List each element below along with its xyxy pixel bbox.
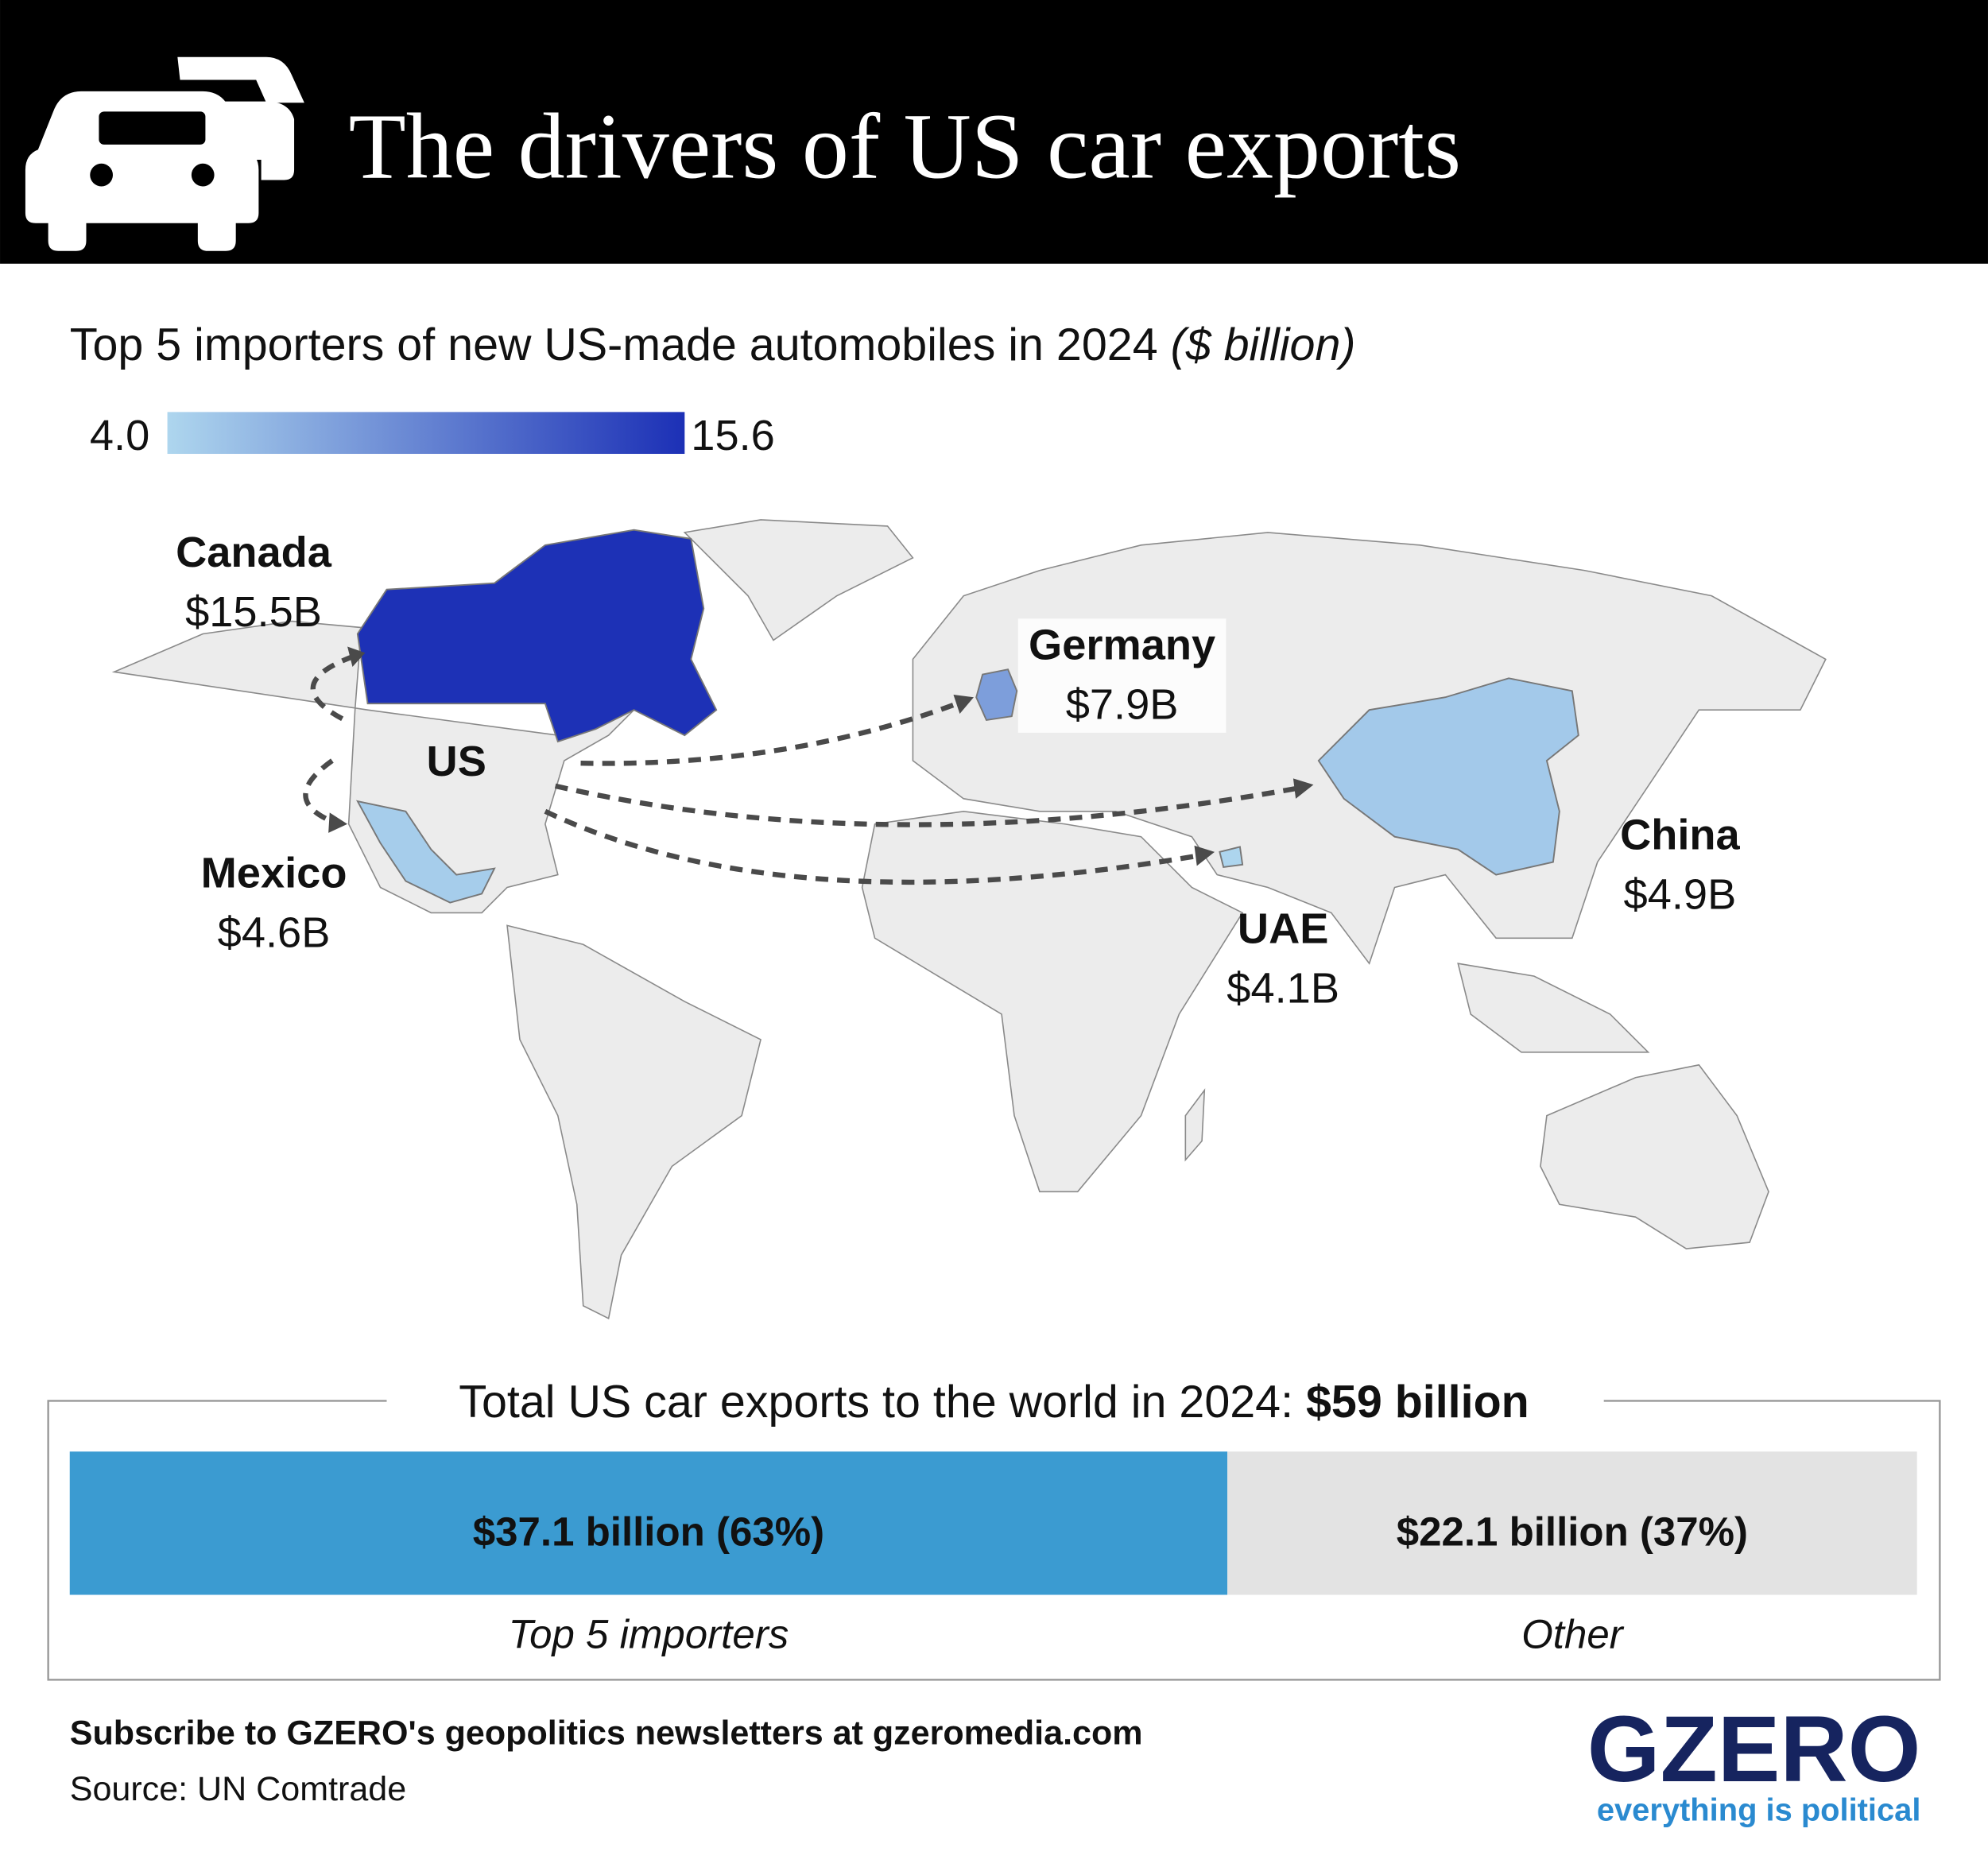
country-canada: [356, 529, 718, 743]
country-uae: [1219, 846, 1244, 869]
subtitle-text: Top 5 importers of new US-made automobil…: [70, 320, 1158, 370]
bar-segment: [1227, 1451, 1917, 1595]
segment-value: $37.1 billion (63%): [473, 1509, 824, 1554]
country-mexico: [355, 800, 496, 904]
country-germany: [975, 668, 1018, 722]
total-value: $59 billion: [1306, 1377, 1529, 1428]
country-value: $4.1B: [1227, 965, 1339, 1013]
color-scale: [167, 412, 685, 455]
segment-name: Other: [1521, 1611, 1625, 1656]
country-name: China: [1620, 812, 1740, 859]
total-title-text: Total US car exports to the world in 202…: [459, 1377, 1293, 1428]
source: Source: UN Comtrade: [70, 1770, 406, 1808]
origin-label: US: [427, 738, 486, 785]
logo: GZERO: [1587, 1697, 1921, 1802]
label-bg: [1017, 618, 1227, 733]
country-name: UAE: [1238, 905, 1328, 953]
scale-max-label: 15.6: [691, 412, 775, 459]
country-name: Canada: [176, 529, 332, 576]
scale-min-label: 4.0: [90, 412, 149, 459]
country-value: $4.9B: [1624, 871, 1737, 919]
country-name: Mexico: [201, 849, 347, 897]
country-china: [1317, 677, 1579, 876]
header-bg: [0, 0, 1988, 264]
segment-name: Top 5 importers: [509, 1611, 789, 1656]
subtitle: Top 5 importers of new US-made automobil…: [70, 320, 1356, 370]
subscribe: Subscribe to GZERO's geopolitics newslet…: [70, 1714, 1143, 1753]
segment-value: $22.1 billion (37%): [1397, 1509, 1748, 1554]
country-value: $15.5B: [185, 588, 322, 636]
title: The drivers of US car exports: [349, 94, 1461, 198]
total-title: Total US car exports to the world in 202…: [459, 1377, 1529, 1428]
country-value: $4.6B: [218, 908, 331, 956]
bar-segment: [69, 1451, 1228, 1595]
arrows: [303, 646, 1314, 885]
tagline: everything is political: [1597, 1792, 1921, 1827]
country-value: $7.9B: [1066, 680, 1179, 728]
country-name: Germany: [1029, 621, 1215, 668]
subtitle-unit: ($ billion): [1171, 320, 1356, 370]
